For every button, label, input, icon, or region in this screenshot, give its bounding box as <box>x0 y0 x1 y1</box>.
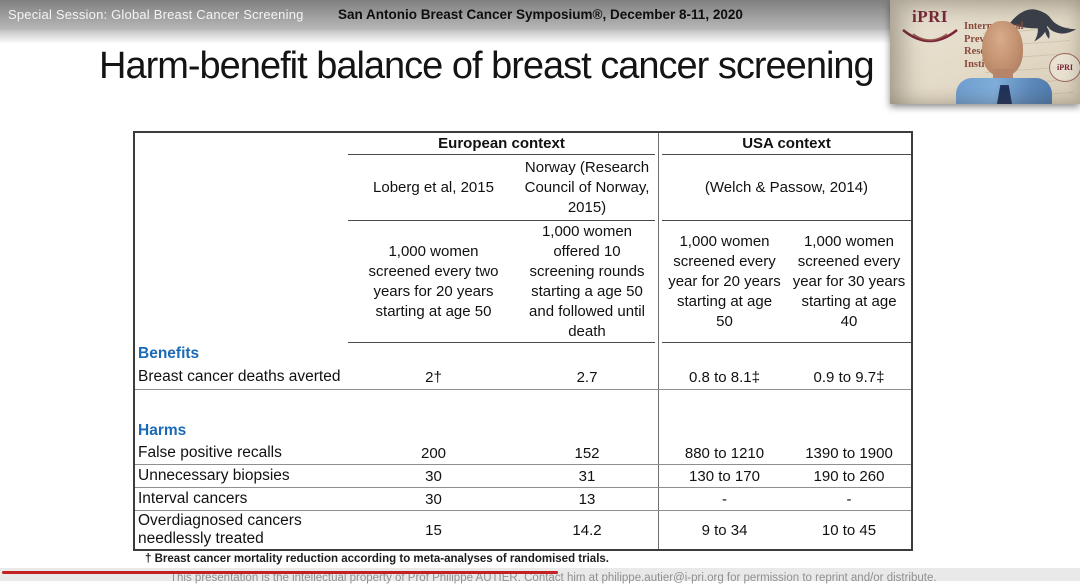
cohort-usa-20-years: 1,000 women screened every year for 20 y… <box>668 232 781 330</box>
table-row-interval-cancers: Interval cancers 30 13 - - <box>135 488 911 511</box>
cell-value: 15 <box>425 521 442 539</box>
cell-value: 190 to 260 <box>813 467 885 485</box>
table-header-european-context: European context <box>348 133 655 155</box>
cell-value: 880 to 1210 <box>684 444 765 462</box>
empty-corner-cell <box>135 133 348 155</box>
cell-value: 0.9 to 9.7‡ <box>813 368 885 386</box>
cell-value: 14.2 <box>572 521 602 539</box>
symposium-title: San Antonio Breast Cancer Symposium®, De… <box>338 7 743 22</box>
ipri-logo: iPRI <box>898 7 962 65</box>
cell-value: 130 to 170 <box>689 467 760 485</box>
row-label: Overdiagnosed cancers needlessly treated <box>138 512 302 547</box>
cell-value: 2† <box>425 368 442 386</box>
webcam-overlay: iPRI International Prevention Research I… <box>890 0 1080 104</box>
table-row-deaths-averted: Breast cancer deaths averted 2† 2.7 0.8 … <box>135 365 911 390</box>
source-norway: Norway (Research Council of Norway, 2015… <box>524 158 650 216</box>
cell-value: 30 <box>425 490 442 508</box>
source-loberg: Loberg et al, 2015 <box>373 178 494 196</box>
section-benefits-label: Benefits <box>138 345 200 362</box>
table-row-sources: Loberg et al, 2015 Norway (Research Coun… <box>135 155 911 221</box>
table-row-unnecessary-biopsies: Unnecessary biopsies 30 31 130 to 170 19… <box>135 465 911 488</box>
page-title: Harm-benefit balance of breast cancer sc… <box>99 45 875 87</box>
section-benefits: Benefits <box>135 343 911 365</box>
footnote-dagger: † Breast cancer mortality reduction acco… <box>145 553 609 565</box>
presenter-tie <box>997 85 1012 104</box>
table-row-context-headers: European context USA context <box>135 133 911 155</box>
ipri-logo-small: iPRI <box>1049 53 1080 82</box>
eagle-icon <box>1003 0 1080 45</box>
cohort-norway-rounds: 1,000 women offered 10 screening rounds … <box>529 222 645 340</box>
row-label: Unnecessary biopsies <box>138 467 290 484</box>
cell-value: 9 to 34 <box>701 521 748 539</box>
row-label: Breast cancer deaths averted <box>138 368 341 385</box>
ipri-logo-text: iPRI <box>912 7 948 26</box>
cell-value: 0.8 to 8.1‡ <box>689 368 760 386</box>
cell-value: 31 <box>578 467 596 485</box>
table-header-usa-context: USA context <box>662 133 911 155</box>
presenter-head <box>982 21 1023 76</box>
harm-benefit-table: European context USA context Loberg et a… <box>133 131 913 551</box>
session-title: Special Session: Global Breast Cancer Sc… <box>8 7 304 22</box>
source-welch-passow: (Welch & Passow, 2014) <box>662 155 911 221</box>
cell-value: 10 to 45 <box>821 521 877 539</box>
cohort-usa-30-years: 1,000 women screened every year for 30 y… <box>792 232 906 330</box>
video-progress-bar[interactable] <box>2 571 558 574</box>
cell-value: 30 <box>425 467 442 485</box>
cell-value: - <box>722 490 727 508</box>
cohort-european-biennial: 1,000 women screened every two years for… <box>368 242 499 320</box>
cell-value: 1390 to 1900 <box>805 444 893 462</box>
row-label: False positive recalls <box>138 444 282 461</box>
section-harms: Harms <box>135 420 911 442</box>
table-row-false-positive-recalls: False positive recalls 200 152 880 to 12… <box>135 442 911 465</box>
cell-value: 152 <box>574 444 600 462</box>
cell-value: - <box>846 490 852 508</box>
section-harms-label: Harms <box>138 422 187 439</box>
cell-value: 200 <box>420 444 447 462</box>
top-bar-fade <box>0 30 1080 44</box>
spacer-row <box>135 390 911 420</box>
row-label: Interval cancers <box>138 490 248 507</box>
webcam-vignette <box>890 0 1080 104</box>
table-row-cohorts: 1,000 women screened every two years for… <box>135 221 911 343</box>
table-row-overdiagnosed-cancers: Overdiagnosed cancers needlessly treated… <box>135 511 911 549</box>
cell-value: 2.7 <box>576 368 598 386</box>
table-context-divider <box>658 133 659 549</box>
cell-value: 13 <box>578 490 596 508</box>
